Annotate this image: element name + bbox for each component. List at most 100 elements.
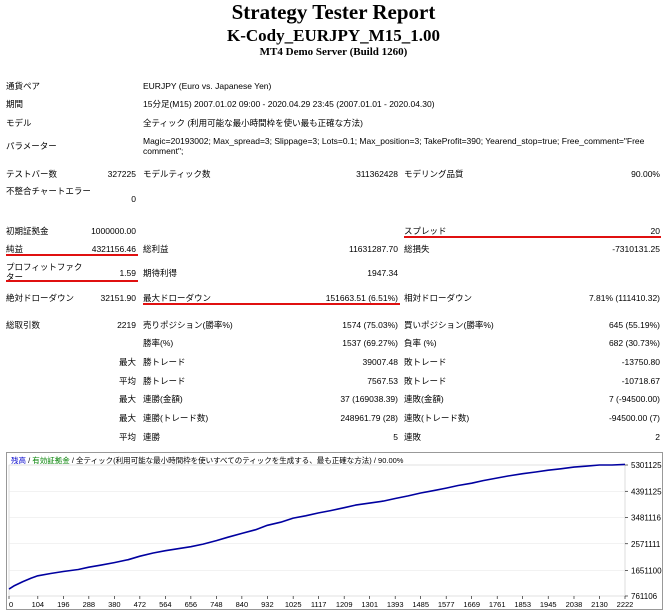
avg-consec-wins-label: 連勝: [143, 432, 161, 442]
mismatch-value: 0: [131, 194, 136, 204]
period-label: 期間: [6, 99, 24, 109]
mismatch-label: 不整合チャートエラー: [6, 186, 91, 196]
netprofit-label: 純益: [6, 244, 24, 254]
grossprofit-label: 総利益: [143, 244, 169, 254]
legend-balance: 残高: [11, 456, 26, 465]
avg-label: 平均: [118, 376, 136, 386]
y-tick-label: 3481116: [631, 514, 662, 523]
grossprofit-value: 11631287.70: [348, 244, 398, 254]
symbol-value: EURJPY (Euro vs. Japanese Yen): [143, 81, 272, 91]
reldd-label: 相対ドローダウン: [404, 293, 473, 303]
y-tick-label: 4391125: [631, 487, 662, 496]
x-tick-label: 1301: [361, 600, 378, 609]
consec-wins-value: 37 (169038.39): [340, 394, 398, 404]
x-tick-label: 472: [134, 600, 147, 609]
ticks-label: モデルティック数: [143, 169, 211, 179]
model-value: 全ティック (利用可能な最小時間枠を使い最も正確な方法): [143, 118, 364, 128]
maxdd-value: 151663.51 (6.51%): [325, 293, 398, 303]
x-tick-label: 196: [57, 600, 70, 609]
reldd-value: 7.81% (111410.32): [588, 293, 660, 303]
bars-value: 327225: [107, 169, 136, 179]
y-tick-label: 2571111: [631, 540, 661, 549]
ticks-value: 311362428: [356, 169, 398, 179]
x-tick-label: 1393: [387, 600, 404, 609]
consec-loss-value: -94500.00 (7): [608, 413, 660, 423]
x-tick-label: 564: [159, 600, 172, 609]
consec-profit-value: 248961.79 (28): [340, 413, 398, 423]
long-label: 買いポジション(勝率%): [404, 320, 494, 330]
x-tick-label: 1853: [514, 600, 531, 609]
avg-consec-losses-label: 連敗: [404, 432, 422, 442]
consec-profit-label: 連勝(トレード数): [143, 413, 209, 423]
spread-highlight: [404, 236, 661, 238]
avg-loss-value: -10718.67: [621, 376, 660, 386]
x-tick-label: 748: [210, 600, 223, 609]
pf-label: プロフィットファクター: [6, 262, 83, 282]
max-label: 最大: [118, 357, 136, 367]
payoff-label: 期待利得: [143, 268, 178, 278]
quality-label: モデリング品質: [404, 169, 464, 179]
x-tick-label: 1669: [463, 600, 480, 609]
x-tick-label: 1761: [489, 600, 506, 609]
consec-losses-label: 連敗(金額): [404, 394, 444, 404]
avg-win-label: 勝トレード: [143, 376, 186, 386]
y-tick-label: 761106: [631, 592, 658, 601]
x-tick-label: 1025: [285, 600, 302, 609]
report-title: Strategy Tester Report: [231, 0, 436, 24]
lossrate-label: 負率 (%): [404, 338, 437, 348]
x-tick-label: 288: [83, 600, 96, 609]
chart-legend: 残高 / 有効証拠金 / 全ティック(利用可能な最小時間枠を使いすべてのティック…: [11, 455, 403, 466]
pf-value: 1.59: [119, 268, 136, 278]
maxdd-highlight: [143, 303, 400, 305]
x-tick-label: 1485: [412, 600, 429, 609]
x-tick-label: 1945: [540, 600, 557, 609]
x-tick-label: 1209: [336, 600, 353, 609]
y-tick-label: 5301125: [631, 461, 662, 470]
payoff-value: 1947.34: [367, 268, 398, 278]
largest-loss-label: 敗トレード: [404, 357, 447, 367]
x-tick-label: 2038: [566, 600, 583, 609]
plot-area: [8, 464, 626, 597]
balance-chart: 残高 / 有効証拠金 / 全ティック(利用可能な最小時間枠を使いすべてのティック…: [6, 452, 663, 610]
absdd-label: 絶対ドローダウン: [6, 293, 75, 303]
legend-description: / 全ティック(利用可能な最小時間枠を使いすべてのティックを生成する、最も正確な…: [69, 456, 404, 465]
x-tick-label: 104: [32, 600, 45, 609]
x-tick-label: 840: [236, 600, 249, 609]
largest-win-label: 勝トレード: [143, 357, 186, 367]
y-tick-label: 1651100: [631, 566, 662, 575]
legend-separator: /: [26, 456, 33, 465]
quality-value: 90.00%: [631, 169, 660, 179]
grossloss-label: 総損失: [404, 244, 430, 254]
spread-label: スプレッド: [404, 226, 447, 236]
short-value: 1574 (75.03%): [342, 320, 398, 330]
x-tick-label: 380: [108, 600, 121, 609]
params-value: Magic=20193002; Max_spread=3; Slippage=3…: [143, 136, 645, 156]
avg-win-value: 7567.53: [367, 376, 398, 386]
period-value: 15分足(M15) 2007.01.02 09:00 - 2020.04.29 …: [143, 99, 435, 109]
x-tick-label: 2130: [591, 600, 608, 609]
consec-loss-label: 連敗(トレード数): [404, 413, 470, 423]
spread-value: 20: [650, 226, 660, 236]
x-tick-label: 1117: [311, 600, 327, 609]
short-label: 売りポジション(勝率%): [143, 320, 233, 330]
max-label-3: 最大: [118, 413, 136, 423]
server-name: MT4 Demo Server (Build 1260): [259, 46, 408, 58]
params-label: パラメーター: [6, 141, 57, 151]
report-subtitle: K-Cody_EURJPY_M15_1.00: [227, 26, 440, 45]
trades-label: 総取引数: [6, 320, 41, 330]
winrate-label: 勝率(%): [143, 338, 174, 348]
avg-consec-losses-value: 2: [655, 432, 660, 442]
netprofit-highlight: [6, 254, 138, 256]
deposit-label: 初期証拠金: [6, 226, 49, 236]
consec-wins-label: 連勝(金額): [143, 394, 183, 404]
symbol-label: 通貨ペア: [6, 81, 41, 91]
netprofit-value: 4321156.46: [91, 244, 136, 254]
maxdd-label: 最大ドローダウン: [143, 293, 212, 303]
x-tick-label: 2222: [617, 600, 634, 609]
max-label-2: 最大: [118, 394, 136, 404]
legend-equity: 有効証拠金: [32, 456, 70, 465]
trades-value: 2219: [117, 320, 136, 330]
model-label: モデル: [6, 118, 32, 128]
largest-loss-value: -13750.80: [621, 357, 660, 367]
x-tick-label: 0: [9, 600, 13, 609]
